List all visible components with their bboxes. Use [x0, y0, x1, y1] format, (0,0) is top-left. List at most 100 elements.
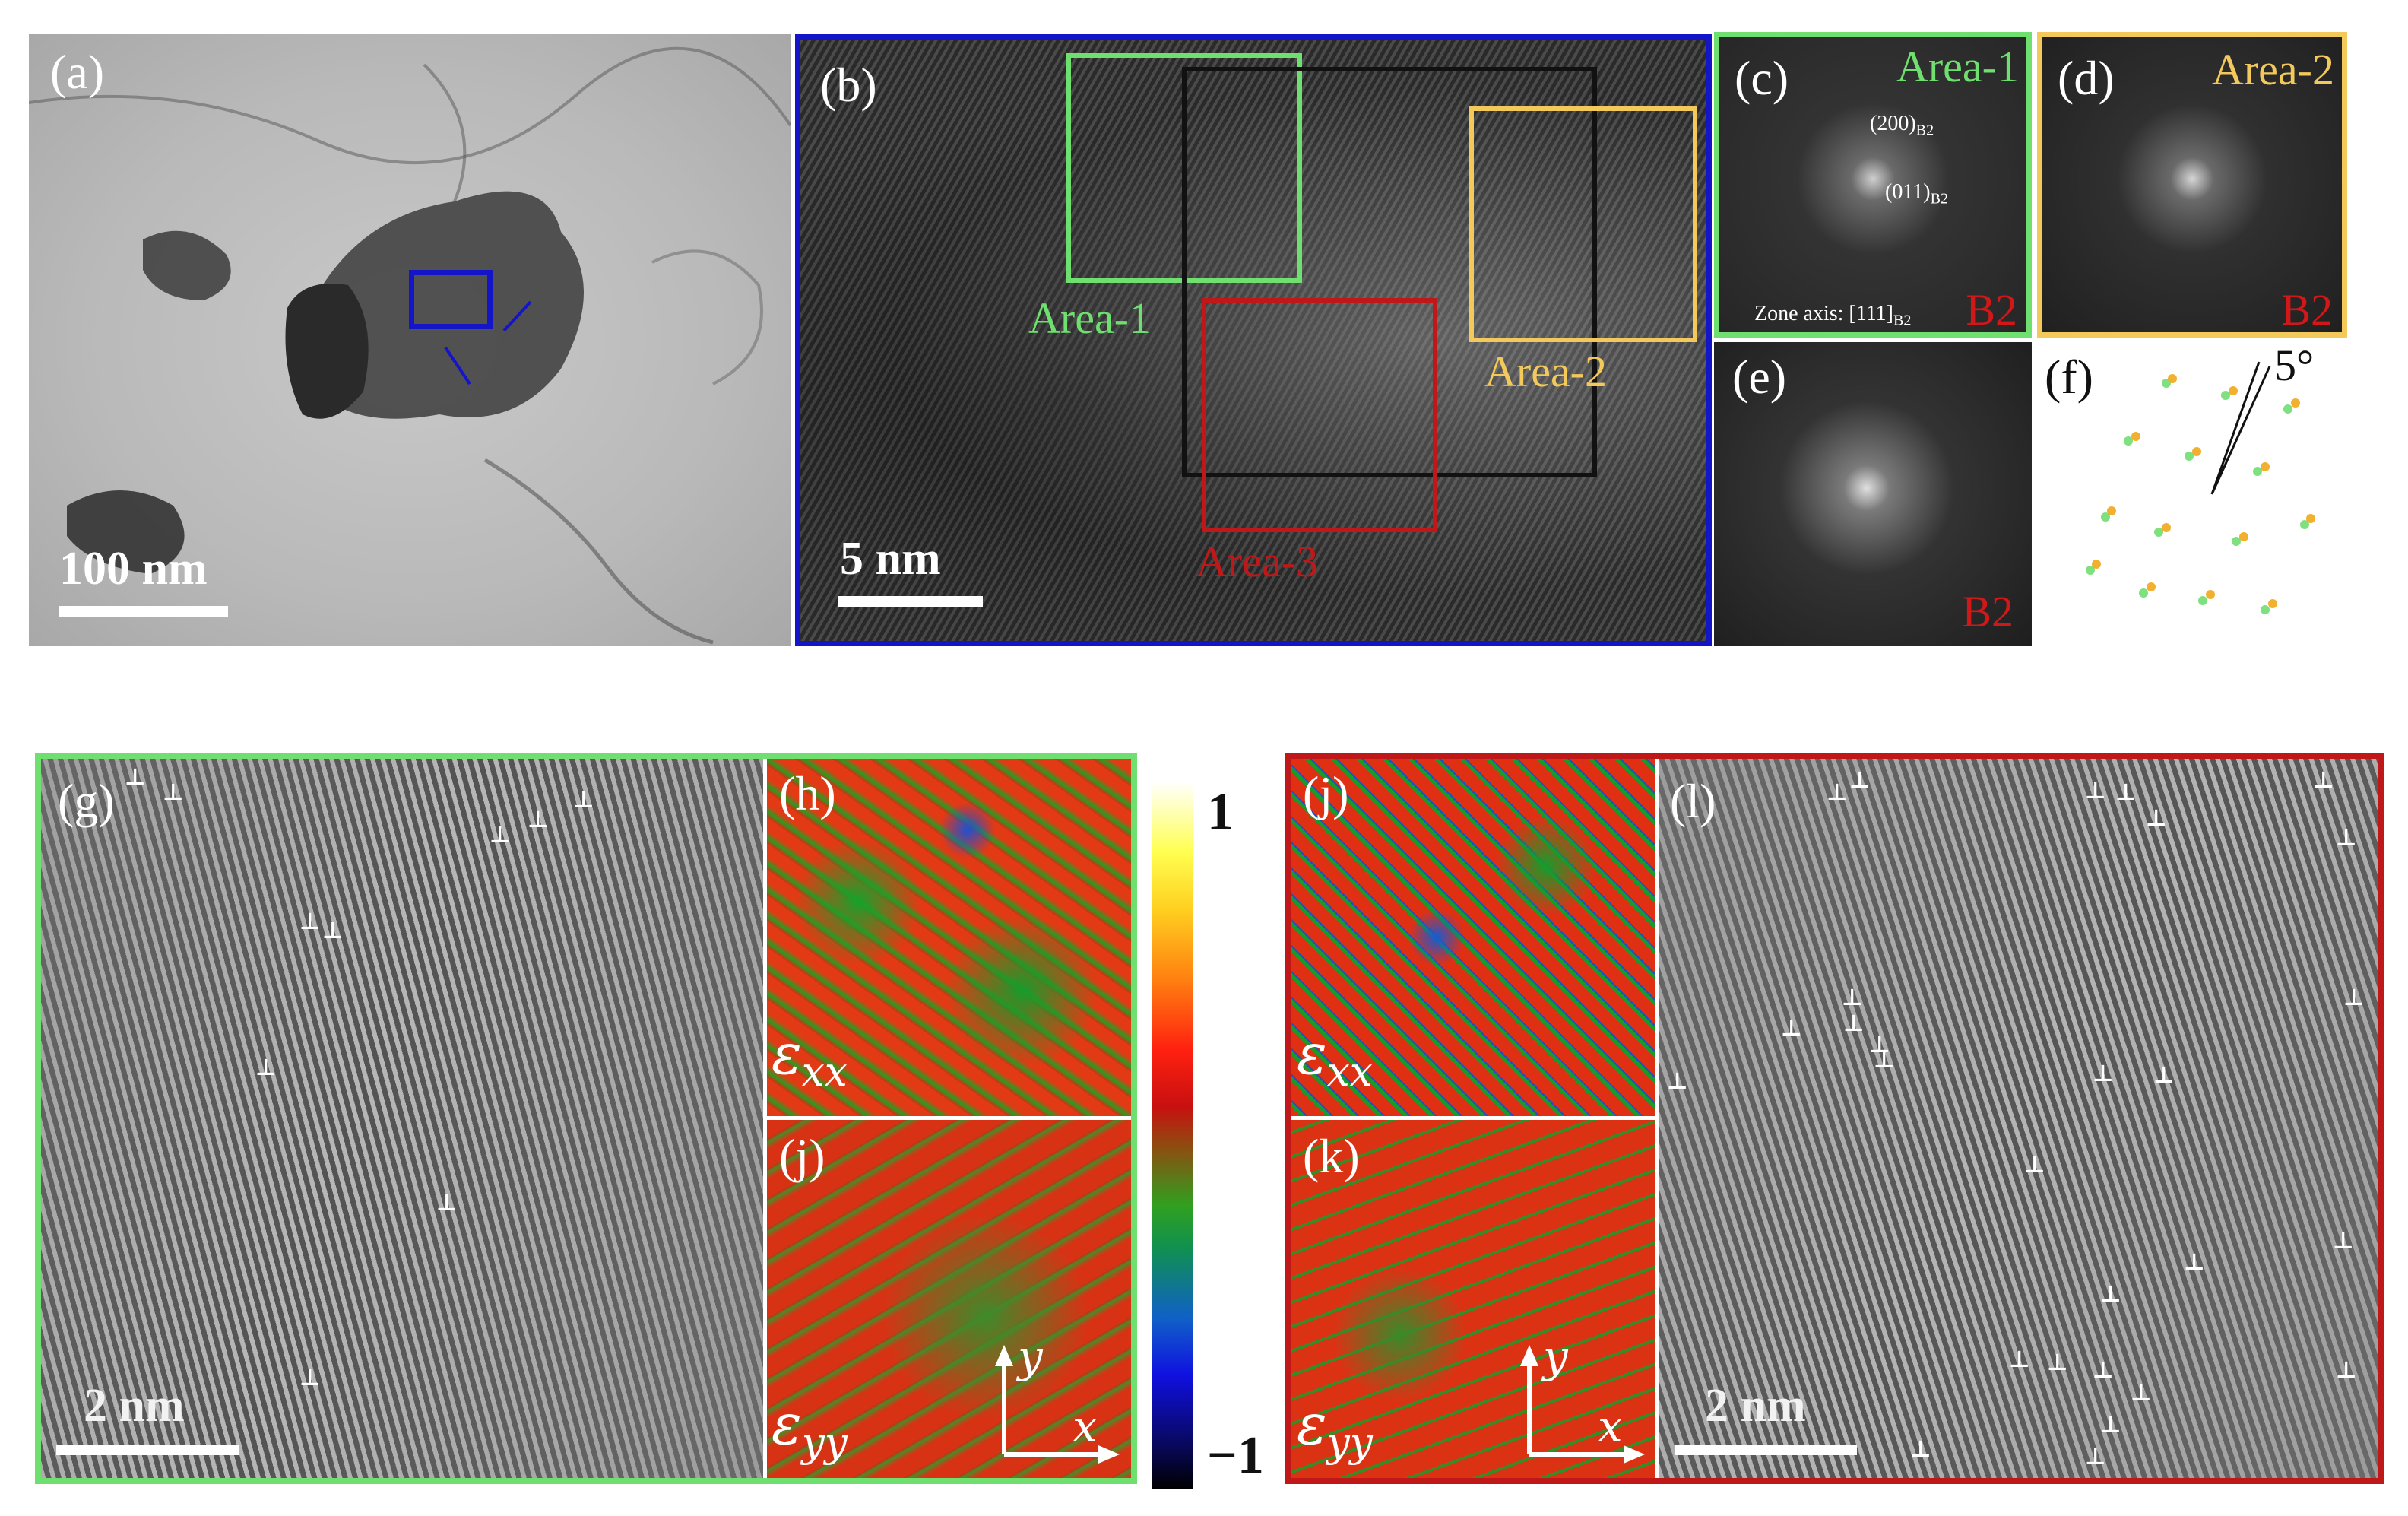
dislocation-l-6: ⊥ — [2313, 767, 2334, 794]
dislocation-g-4: ⊥ — [528, 807, 549, 833]
colorbar-max-label: 1 — [1207, 783, 1234, 842]
panel-c-label: (c) — [1735, 51, 1789, 105]
area-3-box — [1202, 298, 1437, 532]
panel-c-index-2: (011)B2 — [1885, 180, 1949, 208]
panel-h-strain-xx: (h) εxx — [767, 759, 1131, 1116]
panel-c-index-1: (200)B2 — [1870, 112, 1934, 139]
dislocation-l-25: ⊥ — [2100, 1412, 2121, 1438]
dislocation-l-4: ⊥ — [2115, 779, 2137, 806]
left-bottom-frame: ⊥ ⊥ ⊥ ⊥ ⊥ ⊥ ⊥ ⊥ ⊥ ⊥ (g) 2 nm (h) εxx (j)… — [35, 753, 1137, 1484]
panel-l-scale-text: 2 nm — [1705, 1380, 1806, 1432]
dislocation-l-9: ⊥ — [1842, 985, 1863, 1011]
panel-e-phase: B2 — [1962, 587, 2014, 636]
panel-j-strain-yy: (j) εyy y x — [767, 1120, 1131, 1478]
panel-j2-label: (j) — [1303, 766, 1349, 820]
diffraction-spots — [2086, 361, 2315, 614]
dislocation-l-16: ⊥ — [2343, 985, 2365, 1011]
panel-f-diffraction-overlay: (f) 5° — [2037, 342, 2347, 646]
panel-l-scale-bar — [1675, 1445, 1857, 1455]
panel-c-phase: B2 — [1966, 285, 2017, 335]
panel-c-zone-axis: Zone axis: [111]B2 — [1754, 302, 1912, 329]
dislocation-l-17: ⊥ — [2024, 1152, 2045, 1178]
dislocation-l-2: ⊥ — [1849, 767, 1871, 794]
colorbar-min-label: −1 — [1207, 1426, 1264, 1485]
dislocation-l-10: ⊥ — [1843, 1010, 1865, 1037]
dislocation-l-13: ⊥ — [1667, 1068, 1688, 1095]
dislocation-g-9: ⊥ — [436, 1190, 458, 1216]
dislocation-l-11: ⊥ — [1869, 1032, 1890, 1058]
panel-b-label: (b) — [820, 58, 877, 112]
dislocation-l-28: ⊥ — [2336, 1357, 2357, 1384]
axis-x-label: x — [1073, 1400, 1098, 1452]
panel-d-title: Area-2 — [2211, 45, 2334, 94]
dislocation-l-8: ⊥ — [1781, 1015, 1802, 1042]
dislocation-l-1: ⊥ — [1827, 779, 1848, 806]
dislocation-g-6: ⊥ — [299, 909, 321, 935]
selected-region-box — [409, 270, 493, 329]
right-bottom-frame: (j) εxx (k) εyy y x ⊥ ⊥ ⊥ ⊥ ⊥ ⊥ ⊥ ⊥ ⊥ ⊥ … — [1285, 753, 2384, 1484]
dislocation-l-3: ⊥ — [2085, 778, 2106, 804]
panel-d-phase: B2 — [2281, 285, 2333, 335]
dislocation-l-21: ⊥ — [2009, 1346, 2030, 1373]
dislocation-g-1: ⊥ — [125, 764, 146, 791]
panel-a-tem-image: (a) 100 nm — [29, 34, 791, 646]
strain-colorbar — [1152, 782, 1193, 1489]
panel-c-title: Area-1 — [1896, 42, 2019, 91]
dislocation-g-7: ⊥ — [322, 918, 344, 944]
panel-k-strain-symbol: εyy — [1297, 1392, 1373, 1466]
dislocation-l-14: ⊥ — [2093, 1061, 2114, 1087]
dislocation-l-27: ⊥ — [2085, 1444, 2106, 1470]
dislocation-g-2: ⊥ — [163, 779, 184, 806]
panel-b-hrtem-image: Area-1 Area-2 Area-3 (b) 5 nm — [795, 34, 1712, 646]
panel-f-angle: 5° — [2274, 342, 2315, 390]
panel-a-scale-text: 100 nm — [59, 543, 208, 595]
panel-k-strain-yy: (k) εyy y x — [1291, 1120, 1656, 1478]
panel-g-ifft: ⊥ ⊥ ⊥ ⊥ ⊥ ⊥ ⊥ ⊥ ⊥ ⊥ (g) 2 nm — [41, 759, 763, 1478]
dislocation-g-10: ⊥ — [299, 1365, 321, 1391]
dislocation-l-24: ⊥ — [2131, 1380, 2152, 1407]
panel-g-scale-bar — [56, 1445, 239, 1455]
area-1-label: Area-1 — [1028, 293, 1152, 343]
panel-h-label: (h) — [779, 766, 836, 820]
panel-l-ifft: ⊥ ⊥ ⊥ ⊥ ⊥ ⊥ ⊥ ⊥ ⊥ ⊥ ⊥ ⊥ ⊥ ⊥ ⊥ ⊥ ⊥ ⊥ ⊥ ⊥ … — [1659, 759, 2378, 1478]
dislocation-l-20: ⊥ — [2333, 1228, 2354, 1254]
axis-y-label: y — [1018, 1330, 1043, 1382]
dislocation-g-5: ⊥ — [573, 787, 594, 814]
panel-c-fft: (c) Area-1 (200)B2 (011)B2 Zone axis: [1… — [1714, 32, 2032, 338]
panel-e-fft: (e) B2 — [1714, 342, 2032, 646]
dislocation-g-8: ⊥ — [255, 1055, 277, 1081]
panel-j-strain-symbol: εyy — [772, 1392, 848, 1466]
dislocation-l-18: ⊥ — [2184, 1249, 2205, 1276]
dislocation-l-15: ⊥ — [2153, 1062, 2175, 1089]
dislocation-l-19: ⊥ — [2100, 1281, 2121, 1308]
panel-b-scale-text: 5 nm — [840, 533, 941, 585]
dislocation-g-3: ⊥ — [490, 822, 511, 848]
panel-f-label: (f) — [2045, 350, 2093, 404]
panel-j2-strain-xx: (j) εxx — [1291, 759, 1656, 1116]
dislocation-l-22: ⊥ — [2047, 1349, 2068, 1376]
dislocation-l-12: ⊥ — [1874, 1047, 1895, 1074]
panel-j-label: (j) — [779, 1129, 825, 1183]
tem-features — [29, 46, 791, 645]
panel-g-label: (g) — [58, 774, 115, 828]
center-box — [1182, 67, 1597, 477]
dislocation-l-5: ⊥ — [2146, 805, 2167, 832]
panel-a-label: (a) — [50, 45, 105, 99]
area-3-label: Area-3 — [1196, 537, 1319, 586]
area-2-box — [1469, 106, 1697, 342]
xy-axes-icon-2 — [1520, 1345, 1645, 1464]
xy-axes-icon — [995, 1345, 1120, 1464]
axis-x-label-2: x — [1598, 1400, 1623, 1452]
panel-k-label: (k) — [1303, 1129, 1360, 1183]
dislocation-l-7: ⊥ — [2336, 825, 2357, 852]
panel-e-label: (e) — [1732, 350, 1787, 404]
axis-y-label-2: y — [1543, 1330, 1568, 1382]
panel-l-label: (l) — [1670, 774, 1716, 828]
panel-d-label: (d) — [2058, 51, 2115, 105]
panel-j2-strain-symbol: εxx — [1297, 1022, 1373, 1096]
panel-a-scale-bar — [59, 606, 228, 617]
panel-d-fft: (d) Area-2 B2 — [2037, 32, 2347, 338]
area-2-label: Area-2 — [1484, 347, 1608, 396]
dislocation-l-26: ⊥ — [1910, 1436, 1931, 1463]
panel-b-scale-bar — [838, 596, 983, 607]
